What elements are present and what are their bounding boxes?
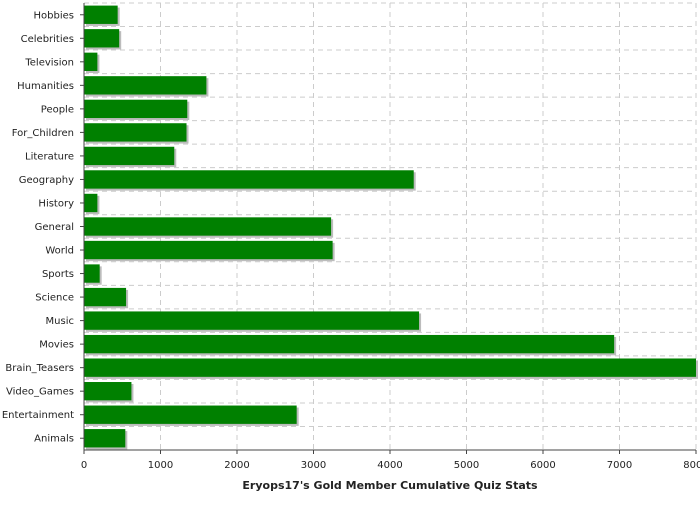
x-axis-ticks: 0 1000 2000 3000 4000 5000 6000 7000 8000 xyxy=(81,450,700,471)
bar xyxy=(84,264,100,283)
bar xyxy=(84,99,188,119)
bar xyxy=(84,429,126,448)
y-tick-label: Science xyxy=(35,293,74,304)
y-tick-label: Humanities xyxy=(17,81,74,92)
x-tick-label: 8000 xyxy=(683,460,700,471)
bar xyxy=(84,5,118,24)
y-tick-label: Brain_Teasers xyxy=(5,363,74,374)
bar xyxy=(84,287,127,307)
x-tick-label: 0 xyxy=(81,460,87,471)
x-tick-label: 5000 xyxy=(454,460,479,471)
chart-title: Eryops17's Gold Member Cumulative Quiz S… xyxy=(242,479,538,492)
bar xyxy=(84,193,98,213)
bars xyxy=(84,5,698,450)
bar xyxy=(84,146,175,166)
bar xyxy=(84,29,120,48)
y-tick-label: Celebrities xyxy=(21,34,74,45)
y-tick-label: Geography xyxy=(19,175,74,186)
bar xyxy=(84,334,615,354)
y-tick-label: Television xyxy=(24,57,74,68)
x-tick-label: 6000 xyxy=(530,460,555,471)
y-tick-label: Literature xyxy=(25,151,74,162)
y-tick-label: History xyxy=(38,198,74,209)
y-tick-label: General xyxy=(35,222,74,233)
x-tick-label: 7000 xyxy=(607,460,632,471)
y-tick-label: Entertainment xyxy=(2,410,74,421)
bar xyxy=(84,405,297,424)
y-tick-label: World xyxy=(45,246,74,257)
y-tick-label: Animals xyxy=(34,434,74,445)
bar xyxy=(84,170,414,189)
y-tick-label: For_Children xyxy=(12,128,74,139)
y-axis-ticks: Hobbies Celebrities Television Humanities Pe… xyxy=(2,10,84,445)
y-tick-label: People xyxy=(41,104,74,115)
bar xyxy=(84,76,207,95)
y-tick-label: Sports xyxy=(42,269,74,280)
x-tick-label: 4000 xyxy=(377,460,402,471)
bar xyxy=(84,358,696,377)
bar xyxy=(84,311,420,330)
bar xyxy=(84,240,333,260)
y-tick-label: Hobbies xyxy=(34,10,74,21)
bar xyxy=(84,123,187,142)
bar xyxy=(84,382,132,401)
x-tick-label: 2000 xyxy=(224,460,249,471)
x-tick-label: 1000 xyxy=(148,460,173,471)
y-tick-label: Video_Games xyxy=(6,387,74,398)
y-tick-label: Music xyxy=(46,316,74,327)
x-tick-label: 3000 xyxy=(301,460,326,471)
y-tick-label: Movies xyxy=(39,340,74,351)
bar xyxy=(84,52,98,71)
bar xyxy=(84,217,332,236)
